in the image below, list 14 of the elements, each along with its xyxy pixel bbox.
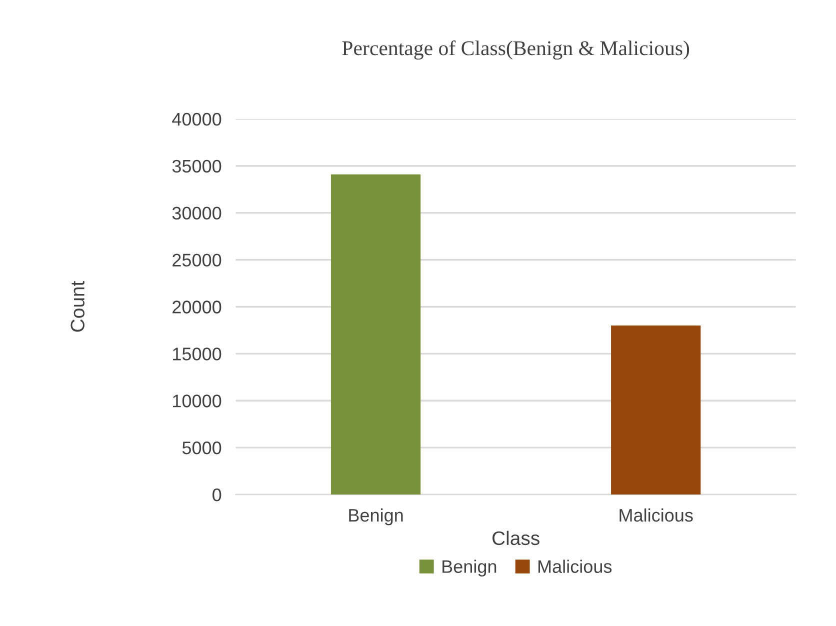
- y-tick-label: 20000: [172, 300, 222, 314]
- legend-label: Benign: [442, 560, 496, 577]
- x-axis-title: Class: [492, 530, 540, 546]
- y-tick-label: 10000: [173, 394, 222, 408]
- y-tick-label: 35000: [172, 160, 222, 173]
- y-tick-label: 25000: [172, 254, 222, 267]
- legend-label: Malicious: [538, 560, 612, 573]
- y-tick-label: 40000: [172, 112, 222, 126]
- y-tick-label: 30000: [172, 206, 222, 220]
- y-tick-label: 5000: [182, 442, 222, 454]
- y-tick-label: 15000: [173, 348, 222, 360]
- chart-title: Percentage of Class(Benign & Malicious): [342, 40, 690, 60]
- y-axis-title: Count: [70, 280, 84, 332]
- y-tick-label: 0: [212, 488, 222, 502]
